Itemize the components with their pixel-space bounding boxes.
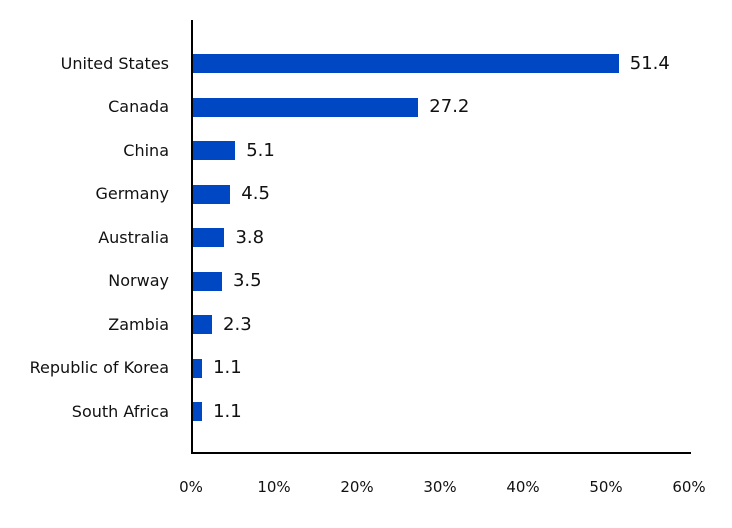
value-label: 3.5 [232, 270, 262, 291]
bar [193, 228, 225, 247]
value-label: 4.5 [241, 183, 270, 204]
x-tick-label: 10% [257, 478, 291, 496]
bar [193, 315, 213, 334]
bar [193, 184, 231, 204]
category-label: Norway [108, 271, 169, 290]
x-tick-label: 50% [589, 478, 623, 496]
value-label: 1.1 [213, 400, 242, 422]
category-label: Australia [98, 227, 169, 247]
x-tick-label: 20% [340, 478, 374, 496]
bar [193, 402, 203, 421]
value-label: 51.4 [629, 52, 670, 74]
category-label: China [123, 140, 169, 160]
category-label: United States [60, 53, 169, 73]
bar [193, 54, 619, 73]
bar [193, 271, 222, 291]
bar [193, 141, 236, 160]
x-tick-label: 60% [672, 478, 706, 496]
value-label: 2.3 [223, 313, 252, 335]
value-label: 1.1 [213, 357, 242, 378]
value-label: 27.2 [429, 96, 470, 117]
category-label: South Africa [71, 401, 169, 421]
bar [193, 358, 203, 378]
value-label: 5.1 [246, 139, 275, 161]
x-tick-label: 0% [179, 478, 203, 496]
y-axis-line [191, 20, 193, 454]
value-label: 3.8 [235, 226, 265, 248]
category-label: Canada [108, 97, 169, 116]
bar [193, 97, 419, 117]
category-label: Republic of Korea [29, 358, 169, 377]
x-axis-line [191, 452, 691, 454]
category-label: Germany [95, 184, 169, 203]
category-label: Zambia [108, 314, 169, 334]
x-tick-label: 40% [506, 478, 540, 496]
x-tick-label: 30% [423, 478, 457, 496]
